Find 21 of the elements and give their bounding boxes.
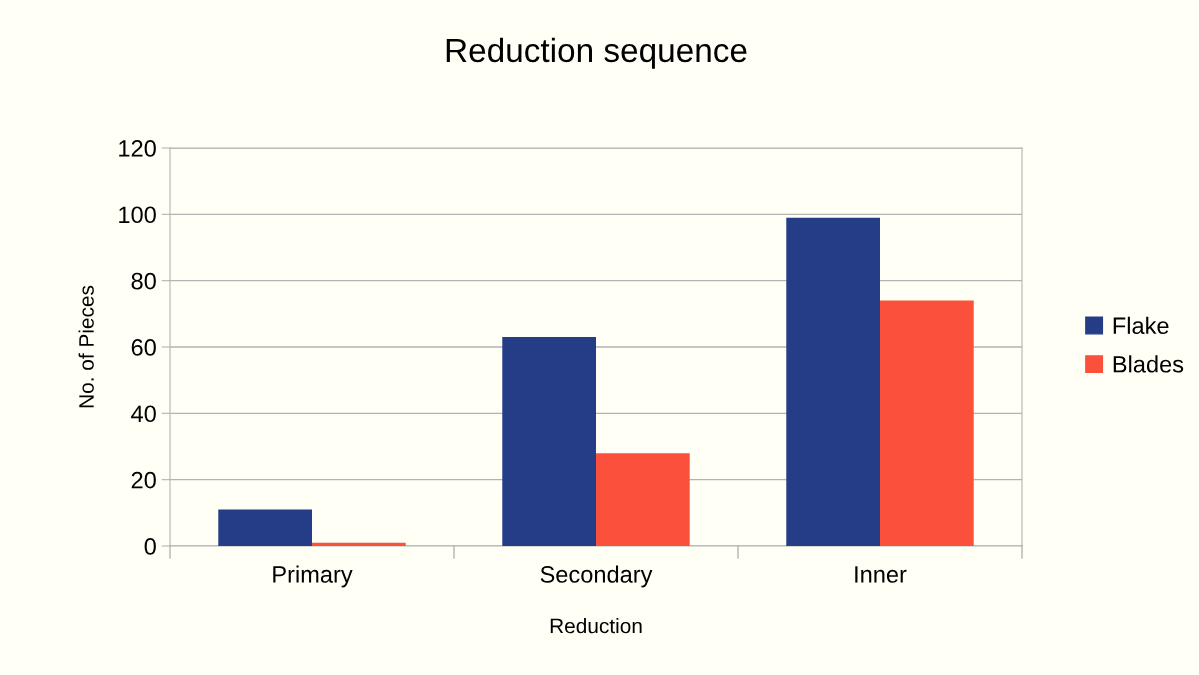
bar [218,509,312,546]
y-tick-label: 80 [131,272,156,290]
y-tick-label: 20 [131,471,156,489]
x-axis-title: Reduction [550,618,642,634]
y-tick-label: 100 [119,206,156,224]
y-axis-title: No. of Pieces [78,285,94,408]
y-tick-label: 40 [131,405,156,423]
legend-label: Flake [1113,316,1169,335]
bar [786,217,880,546]
bar [880,300,974,546]
bar [502,337,596,546]
x-tick-label: Inner [855,566,907,583]
y-tick-label: 60 [131,339,156,356]
y-tick-label: 120 [119,140,156,157]
x-tick-label: Primary [273,565,353,588]
bar [312,542,406,546]
y-tick-label: 0 [144,538,156,555]
chart-title: Reduction sequence [446,37,747,69]
x-tick-label: Secondary [540,565,653,588]
bar [596,453,690,546]
legend-label: Blades [1113,355,1184,373]
